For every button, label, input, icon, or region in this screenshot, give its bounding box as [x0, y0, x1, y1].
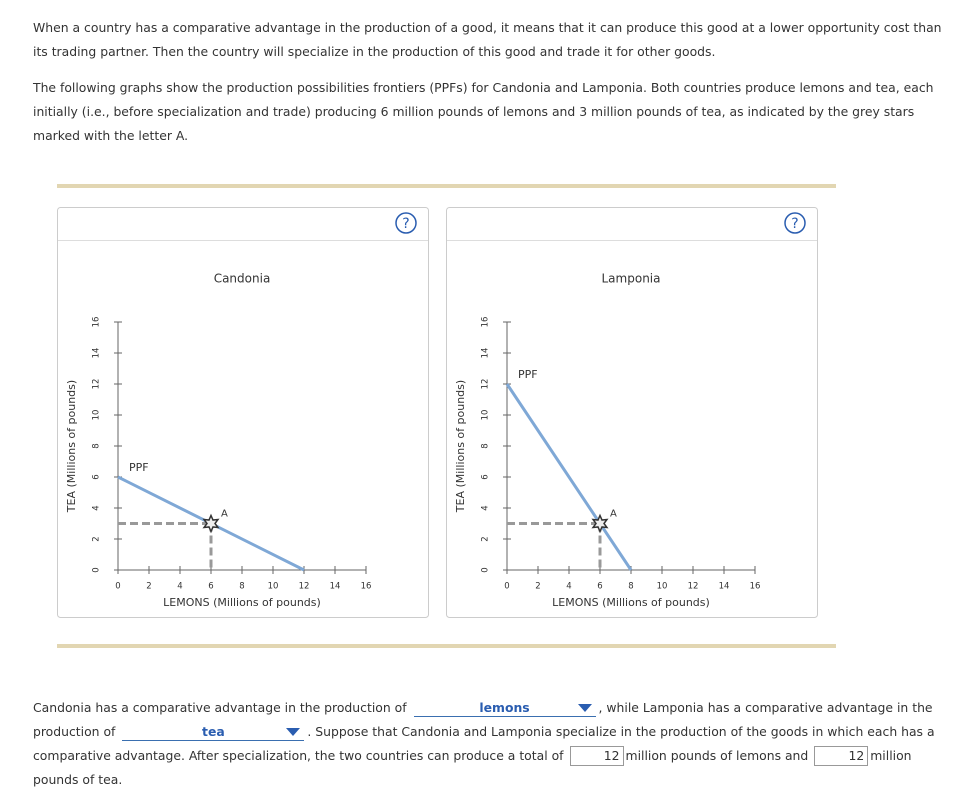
- panel: [446, 207, 818, 618]
- question-text: million pounds of lemons and: [625, 748, 809, 763]
- help-label: ?: [402, 216, 409, 232]
- question: Candonia has a comparative advantage in …: [33, 696, 948, 792]
- y-tick-label: 2: [481, 536, 491, 541]
- x-tick-label: 8: [239, 582, 244, 592]
- y-tick-label: 6: [92, 474, 102, 479]
- ppf-label: PPF: [518, 368, 538, 381]
- y-tick-label: 16: [481, 317, 491, 328]
- y-tick-label: 10: [481, 410, 491, 421]
- question-text: , while Lamponia has a comparative advan…: [33, 700, 933, 739]
- input[interactable]: 12: [569, 746, 624, 766]
- y-tick-label: 4: [481, 505, 491, 510]
- x-tick-label: 10: [657, 582, 668, 592]
- x-axis-label: LEMONS (Millions of pounds): [163, 596, 321, 609]
- y-tick-label: 12: [481, 379, 491, 390]
- x-tick-label: 0: [504, 582, 509, 592]
- chart-title: Candonia: [214, 272, 271, 286]
- x-tick-label: 16: [750, 582, 761, 592]
- question-text: million pounds of tea.: [33, 748, 912, 787]
- y-tick-label: 10: [92, 410, 102, 421]
- y-axis-label: TEA (Millions of pounds): [65, 380, 78, 513]
- y-tick-label: 16: [92, 317, 102, 328]
- x-tick-label: 14: [330, 582, 341, 592]
- x-tick-label: 2: [146, 582, 151, 592]
- y-tick-label: 12: [92, 379, 102, 390]
- point-label: A: [221, 509, 228, 520]
- x-tick-label: 6: [208, 582, 213, 592]
- y-tick-label: 4: [92, 505, 102, 510]
- dropdown[interactable]: lemons: [413, 699, 596, 717]
- x-tick-label: 8: [628, 582, 633, 592]
- question-text: Candonia has a comparative advantage in …: [33, 700, 407, 715]
- y-tick-label: 14: [481, 348, 491, 359]
- y-tick-label: 14: [92, 348, 102, 359]
- help-button[interactable]: [784, 212, 806, 234]
- help-label: ?: [791, 216, 798, 232]
- intro-2: The following graphs show the production…: [33, 80, 934, 143]
- panel: [57, 207, 429, 618]
- x-tick-label: 16: [361, 582, 372, 592]
- x-tick-label: 14: [719, 582, 730, 592]
- y-tick-label: 6: [481, 474, 491, 479]
- intro-1: When a country has a comparative advanta…: [33, 20, 942, 59]
- point-label: A: [610, 509, 617, 520]
- divider: [57, 644, 836, 648]
- x-tick-label: 0: [115, 582, 120, 592]
- ppf-label: PPF: [129, 461, 149, 474]
- y-tick-label: 8: [92, 443, 102, 448]
- x-tick-label: 4: [177, 582, 182, 592]
- question-text: . Suppose that Candonia and Lamponia spe…: [33, 724, 935, 763]
- input[interactable]: 12: [814, 746, 869, 766]
- x-tick-label: 4: [566, 582, 571, 592]
- chart-title: Lamponia: [602, 272, 661, 286]
- x-tick-label: 10: [268, 582, 279, 592]
- point-a: [591, 513, 609, 534]
- dropdown[interactable]: tea: [122, 723, 305, 741]
- dropdown-value: tea: [202, 724, 225, 739]
- ppf-line: [505, 383, 633, 571]
- dropdown-value: lemons: [479, 700, 530, 715]
- x-tick-label: 12: [299, 582, 310, 592]
- help-button[interactable]: [395, 212, 417, 234]
- x-tick-label: 12: [688, 582, 699, 592]
- y-tick-label: 0: [92, 567, 102, 572]
- y-tick-label: 8: [481, 443, 491, 448]
- x-tick-label: 6: [597, 582, 602, 592]
- y-tick-label: 2: [92, 536, 102, 541]
- y-tick-label: 0: [481, 567, 491, 572]
- point-a: [202, 513, 220, 534]
- y-axis-label: TEA (Millions of pounds): [454, 380, 467, 513]
- x-axis-label: LEMONS (Millions of pounds): [552, 596, 710, 609]
- divider: [57, 184, 836, 188]
- x-tick-label: 2: [535, 582, 540, 592]
